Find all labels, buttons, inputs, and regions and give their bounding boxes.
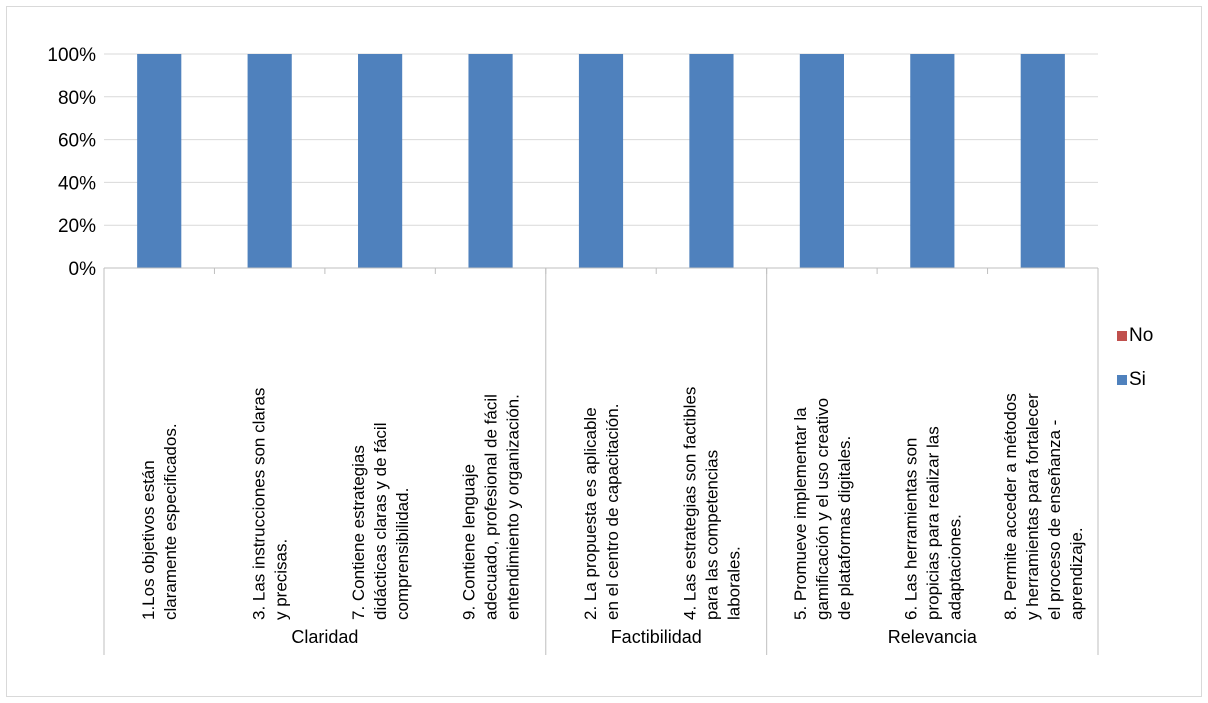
group-labels: Claridad Factibilidad Relevancia bbox=[291, 627, 977, 647]
category-label-7: 5. Promueve implementar la gamificación y… bbox=[791, 398, 854, 620]
category-label-9: 8. Permite acceder a métodos y herramient… bbox=[1001, 393, 1086, 620]
legend: No Si bbox=[1117, 325, 1153, 390]
category-label-line: y herramientas para fortalecer bbox=[1023, 393, 1042, 620]
category-label-line: 6. Las herramientas son bbox=[901, 438, 920, 620]
category-label-4: 9. Contiene lenguaje adecuado, profesiona… bbox=[460, 394, 523, 620]
bar-si-6 bbox=[689, 54, 734, 268]
category-label-line: adecuado, profesional de fácil bbox=[482, 394, 501, 620]
category-label-line: 3. Las instrucciones son claras bbox=[250, 388, 269, 620]
category-label-line: entendimiento y organización. bbox=[504, 394, 523, 620]
category-label-line: en el centro de capacitación. bbox=[603, 404, 622, 620]
bar-si-2 bbox=[247, 54, 292, 268]
category-label-3: 7. Contiene estrategias didácticas claras… bbox=[349, 423, 412, 620]
category-label-line: aprendizaje. bbox=[1067, 527, 1086, 620]
legend-swatch-no bbox=[1117, 331, 1127, 341]
bar-si-3 bbox=[358, 54, 403, 268]
category-label-line: 1.Los objetivos están bbox=[139, 460, 158, 620]
legend-label-no: No bbox=[1129, 325, 1153, 346]
y-tick-label: 60% bbox=[58, 131, 96, 152]
category-label-line: 7. Contiene estrategias bbox=[349, 445, 368, 620]
y-tick-label: 80% bbox=[58, 88, 96, 109]
category-label-line: y precisas. bbox=[272, 539, 291, 620]
category-label-8: 6. Las herramientas son propicias para re… bbox=[901, 426, 964, 620]
y-tick-label: 0% bbox=[69, 259, 97, 280]
category-label-line: 5. Promueve implementar la bbox=[791, 407, 810, 620]
category-label-line: claramente especificados. bbox=[161, 423, 180, 620]
category-label-line: 4. Las estrategias son factibles bbox=[680, 387, 699, 620]
legend-swatch-si bbox=[1117, 375, 1127, 385]
legend-label-si: Si bbox=[1129, 369, 1146, 390]
group-label-claridad: Claridad bbox=[291, 627, 358, 647]
category-label-line: 8. Permite acceder a métodos bbox=[1001, 393, 1020, 620]
category-label-line: el proceso de enseñanza - bbox=[1045, 420, 1064, 620]
bar-si-1 bbox=[137, 54, 182, 268]
group-label-factibilidad: Factibilidad bbox=[611, 627, 702, 647]
bar-si-7 bbox=[799, 54, 844, 268]
category-label-line: adaptaciones. bbox=[945, 514, 964, 620]
category-label-line: 9. Contiene lenguaje bbox=[460, 464, 479, 620]
category-label-5: 2. La propuesta es aplicable en el centro… bbox=[581, 404, 622, 620]
category-label-line: gamificación y el uso creativo bbox=[813, 398, 832, 620]
category-label-6: 4. Las estrategias son factibles para las… bbox=[680, 387, 743, 620]
y-tick-label: 20% bbox=[58, 216, 96, 237]
category-label-line: para las competencias bbox=[702, 450, 721, 620]
category-label-line: didácticas claras y de fácil bbox=[371, 423, 390, 620]
category-label-line: propicias para realizar las bbox=[923, 426, 942, 620]
bar-si-8 bbox=[910, 54, 955, 268]
bar-si-5 bbox=[578, 54, 624, 268]
category-labels: 1.Los objetivos están claramente especifi… bbox=[139, 387, 1086, 620]
y-axis-ticks: 0% 20% 40% 60% 80% 100% bbox=[47, 45, 96, 280]
y-tick-label: 40% bbox=[58, 173, 96, 194]
category-label-line: laborales. bbox=[724, 546, 743, 620]
bars bbox=[137, 54, 1065, 268]
x-axis bbox=[103, 267, 1099, 655]
bar-si-4 bbox=[468, 54, 513, 268]
y-tick-label: 100% bbox=[47, 45, 96, 66]
bar-si-9 bbox=[1020, 54, 1065, 268]
group-label-relevancia: Relevancia bbox=[888, 627, 978, 647]
category-label-line: 2. La propuesta es aplicable bbox=[581, 407, 600, 620]
category-label-line: comprensibilidad. bbox=[393, 488, 412, 620]
category-label-1: 1.Los objetivos están claramente especifi… bbox=[139, 423, 180, 620]
category-label-line: de plataformas digitales. bbox=[835, 436, 854, 620]
category-label-2: 3. Las instrucciones son claras y precisa… bbox=[250, 388, 291, 620]
